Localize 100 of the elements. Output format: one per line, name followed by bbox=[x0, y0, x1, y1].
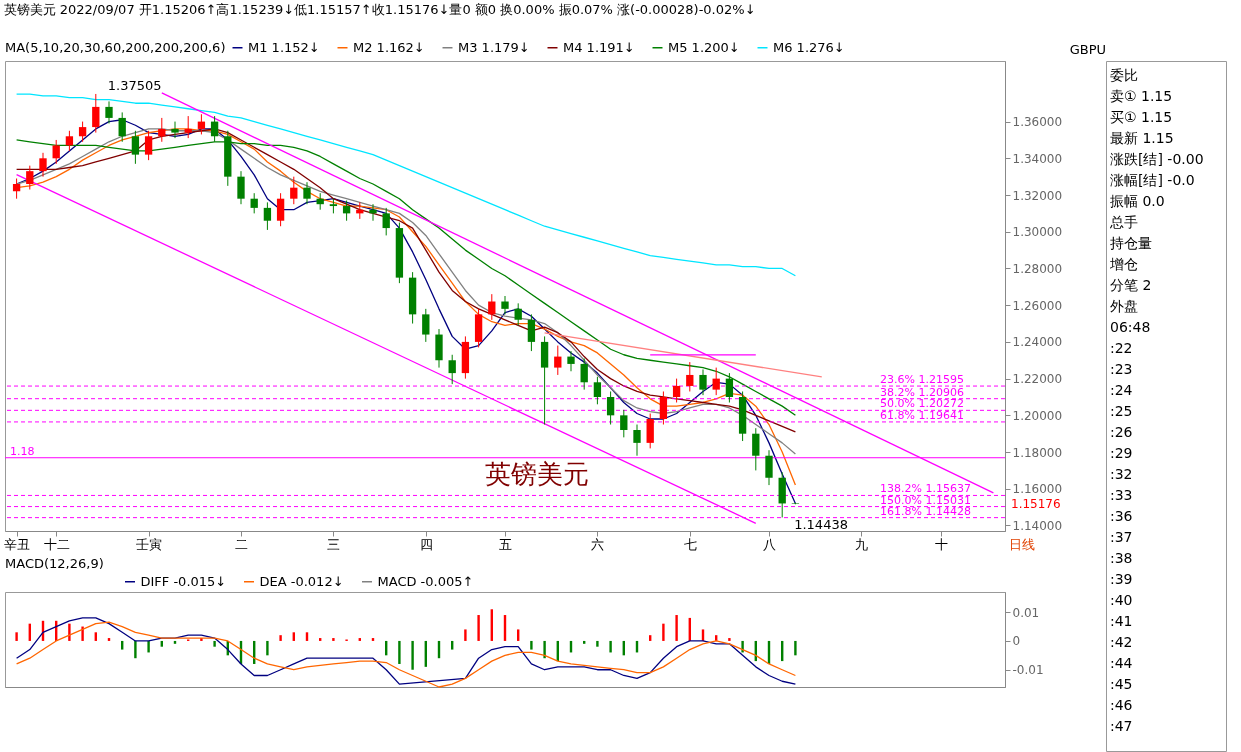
text: 总手 bbox=[1109, 214, 1138, 230]
x-tick-label: 壬寅 bbox=[136, 536, 163, 552]
text: :24 bbox=[1110, 382, 1133, 398]
text: 涨幅[结] -0.0 bbox=[1110, 172, 1195, 188]
legend-label: DEA -0.012↓ bbox=[259, 573, 344, 589]
bar bbox=[213, 640, 216, 647]
bar bbox=[398, 640, 401, 664]
bar bbox=[134, 640, 137, 659]
candlestick bbox=[92, 93, 100, 134]
ref-line-label: 1.18 bbox=[10, 444, 35, 458]
candlestick bbox=[342, 200, 351, 222]
text: :32 bbox=[1110, 466, 1133, 482]
candlestick bbox=[158, 117, 166, 143]
text: 卖① 1.15 bbox=[1110, 88, 1173, 104]
candlestick bbox=[250, 192, 258, 214]
text: :22 bbox=[1110, 340, 1133, 356]
text: 振幅 0.0 bbox=[1110, 193, 1165, 209]
text: :46 bbox=[1110, 697, 1133, 713]
y-tick-label: 1.28000 bbox=[1012, 261, 1063, 276]
candlestick bbox=[382, 207, 390, 236]
candlestick bbox=[501, 295, 509, 315]
y-tick-label: 0.01 bbox=[1012, 605, 1040, 620]
legend-label: M5 1.200↓ bbox=[668, 39, 740, 55]
candlestick bbox=[620, 409, 628, 438]
bar bbox=[147, 640, 150, 653]
candlestick bbox=[263, 201, 272, 231]
bar bbox=[266, 640, 269, 656]
candlestick bbox=[303, 181, 311, 205]
text: :45 bbox=[1110, 676, 1133, 692]
text: 委比 bbox=[1110, 67, 1138, 83]
x-tick-label: 四 bbox=[419, 536, 433, 552]
x-tick-label: 六 bbox=[591, 536, 605, 552]
candlestick bbox=[672, 378, 681, 403]
candlestick bbox=[593, 376, 602, 405]
candlestick bbox=[276, 192, 285, 227]
line-series bbox=[15, 93, 797, 277]
bar bbox=[530, 640, 533, 650]
candlestick bbox=[580, 357, 588, 391]
candlestick bbox=[39, 152, 47, 178]
x-tick-label: 十 bbox=[934, 536, 948, 552]
bar bbox=[279, 635, 282, 641]
candlestick bbox=[527, 313, 536, 352]
candlestick bbox=[725, 372, 734, 403]
bar bbox=[728, 638, 731, 641]
bar bbox=[609, 640, 612, 653]
candlestick bbox=[237, 170, 245, 205]
x-tick-label: 七 bbox=[683, 536, 697, 552]
candlestick bbox=[514, 302, 522, 326]
text: 1.15176 bbox=[1011, 496, 1061, 511]
candlestick bbox=[448, 354, 456, 385]
text: :29 bbox=[1110, 445, 1133, 461]
text: 持仓量 bbox=[1110, 235, 1152, 251]
candlestick bbox=[712, 367, 720, 396]
bar bbox=[332, 638, 335, 641]
bar bbox=[477, 615, 480, 641]
legend-title: MA(5,10,20,30,60,200,200,200,6) bbox=[5, 40, 226, 55]
text: :40 bbox=[1110, 592, 1133, 608]
y-tick-label: 1.36000 bbox=[1012, 115, 1063, 130]
candlestick bbox=[633, 424, 641, 457]
bar bbox=[68, 623, 71, 641]
candlestick bbox=[118, 111, 126, 143]
legend-label: M2 1.162↓ bbox=[353, 39, 425, 55]
candlestick bbox=[171, 121, 179, 139]
candlestick bbox=[144, 130, 153, 161]
bar bbox=[794, 640, 797, 656]
candlestick bbox=[659, 390, 668, 426]
legend-label: DIFF -0.015↓ bbox=[140, 573, 227, 589]
ref-line-label: 50.0% 1.20272 bbox=[880, 397, 964, 411]
y-tick-label: 1.24000 bbox=[1012, 335, 1063, 350]
ref-line-label: 138.2% 1.15637 bbox=[880, 482, 971, 496]
y-tick-label: 1.16000 bbox=[1012, 482, 1063, 497]
candlestick bbox=[26, 165, 34, 191]
text: :37 bbox=[1110, 529, 1133, 545]
text: 分笔 2 bbox=[1110, 277, 1152, 293]
candlestick bbox=[197, 113, 206, 135]
text: :36 bbox=[1110, 508, 1133, 524]
legend-label: M6 1.276↓ bbox=[773, 39, 845, 55]
x-tick-label: 五 bbox=[499, 536, 512, 552]
y-tick-label: 1.20000 bbox=[1012, 408, 1063, 423]
y-tick-label: 1.34000 bbox=[1012, 151, 1063, 166]
text: 涨跌[结] -0.00 bbox=[1110, 151, 1204, 167]
bar bbox=[464, 629, 467, 641]
annotation: 英镑美元 bbox=[485, 458, 589, 489]
x-tick-label: 三 bbox=[327, 536, 341, 552]
bar bbox=[662, 623, 665, 641]
candlestick bbox=[422, 308, 430, 343]
candlestick bbox=[686, 361, 694, 392]
ref-line-label: 161.8% 1.14428 bbox=[880, 504, 971, 518]
text: :41 bbox=[1110, 613, 1133, 629]
candlestick bbox=[65, 130, 74, 152]
candlestick bbox=[567, 350, 575, 372]
candlestick bbox=[554, 345, 562, 376]
y-tick-label: 0 bbox=[1012, 634, 1021, 649]
text: :26 bbox=[1110, 424, 1133, 440]
text: 买① 1.15 bbox=[1110, 109, 1173, 125]
annotation: 1.14438 bbox=[794, 517, 848, 533]
text: :38 bbox=[1110, 550, 1133, 566]
x-tick-label: 辛丑 bbox=[4, 536, 31, 552]
bar bbox=[543, 640, 546, 659]
ref-line-label: 38.2% 1.20906 bbox=[880, 385, 964, 399]
